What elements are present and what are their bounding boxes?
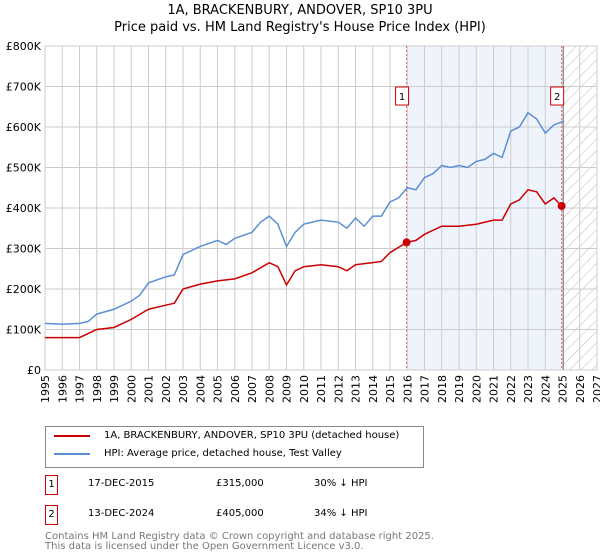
x-tick-label: 2001	[143, 375, 156, 403]
sale-label-box	[395, 86, 410, 106]
series-line	[44, 111, 565, 325]
marker-badge: 1	[45, 475, 58, 495]
x-tick-label: 2011	[315, 375, 328, 403]
hpi-diff: 34% ↓ HPI	[314, 508, 368, 519]
x-tick-label: 2005	[212, 375, 225, 403]
x-tick-label: 2006	[229, 375, 242, 403]
x-tick-label: 2018	[436, 375, 449, 403]
legend-swatch-blue	[54, 452, 90, 455]
x-tick-label: 2003	[177, 375, 190, 403]
x-tick-label: 1999	[108, 375, 121, 403]
x-tick-label: 2013	[350, 375, 363, 403]
y-tick-label: £300K	[6, 243, 42, 256]
x-tick-label: 2023	[522, 375, 535, 403]
legend-item-property: 1A, BRACKENBURY, ANDOVER, SP10 3PU (deta…	[54, 430, 399, 441]
x-tick-label: 2016	[401, 375, 414, 403]
chart: 1995 1996 1997 1998 1999 2000 2001 2002 2003 2004…	[6, 40, 600, 403]
x-tick-label: 2021	[488, 375, 501, 403]
x-tick-label: 2009	[281, 375, 294, 403]
x-tick-label: 2019	[453, 375, 466, 403]
x-tick-label: 2022	[505, 375, 518, 403]
y-tick-label: £600K	[6, 121, 42, 134]
sale-point	[557, 201, 566, 210]
sale-label: 1	[399, 92, 405, 103]
y-tick-label: £700K	[6, 81, 42, 94]
date: 17-DEC-2015	[88, 478, 155, 489]
x-tick-label: 1995	[39, 375, 52, 403]
x-tick-label: 2015	[384, 375, 397, 403]
y-tick-label: £500K	[6, 162, 42, 175]
y-tick-label: £400K	[6, 202, 42, 215]
x-tick-label: 2002	[160, 375, 173, 403]
y-tick-label: £800K	[6, 40, 42, 53]
date: 13-DEC-2024	[88, 508, 155, 519]
x-tick-label: 2008	[263, 375, 276, 403]
series-line	[45, 188, 563, 339]
price: £315,000	[216, 478, 264, 489]
footer-line: This data is licensed under the Open Gov…	[45, 541, 364, 552]
y-tick-label: £100K	[6, 324, 42, 337]
x-tick-label: 2024	[539, 375, 552, 403]
footer: Contains HM Land Registry data © Crown c…	[45, 532, 434, 552]
sale-label-box	[550, 86, 565, 106]
x-tick-label: 2010	[298, 375, 311, 403]
legend: 1A, BRACKENBURY, ANDOVER, SP10 3PU (deta…	[45, 426, 424, 468]
x-tick-label: 2017	[419, 375, 432, 403]
sale-point	[402, 238, 411, 247]
legend-swatch-red	[54, 434, 90, 437]
sale-label: 2	[554, 92, 560, 103]
y-tick-label: £0	[27, 364, 41, 377]
legend-item-hpi: HPI: Average price, detached house, Test…	[54, 448, 342, 459]
x-tick-label: 2026	[574, 375, 587, 403]
x-tick-label: 2000	[125, 375, 138, 403]
footer-line: Contains HM Land Registry data © Crown c…	[45, 531, 434, 542]
chart-title: 1A, BRACKENBURY, ANDOVER, SP10 3PU	[167, 3, 433, 18]
x-tick-label: 2020	[470, 375, 483, 403]
x-tick-label: 2014	[367, 375, 380, 403]
marker-badge: 2	[45, 505, 58, 525]
x-tick-label: 2004	[194, 375, 207, 403]
legend-label: 1A, BRACKENBURY, ANDOVER, SP10 3PU (deta…	[104, 430, 400, 441]
hpi-diff: 30% ↓ HPI	[314, 478, 368, 489]
x-tick-label: 1998	[91, 375, 104, 403]
legend-label: HPI: Average price, detached house, Test…	[104, 448, 342, 459]
chart-subtitle: Price paid vs. HM Land Registry's House …	[114, 20, 486, 35]
price: £405,000	[216, 508, 264, 519]
x-tick-label: 2012	[332, 375, 345, 403]
x-tick-label: 2027	[591, 375, 600, 403]
y-tick-label: £200K	[6, 283, 42, 296]
x-tick-label: 1996	[56, 375, 69, 403]
x-tick-label: 2025	[557, 375, 570, 403]
x-tick-label: 1997	[74, 375, 87, 403]
x-tick-label: 2007	[246, 375, 259, 403]
